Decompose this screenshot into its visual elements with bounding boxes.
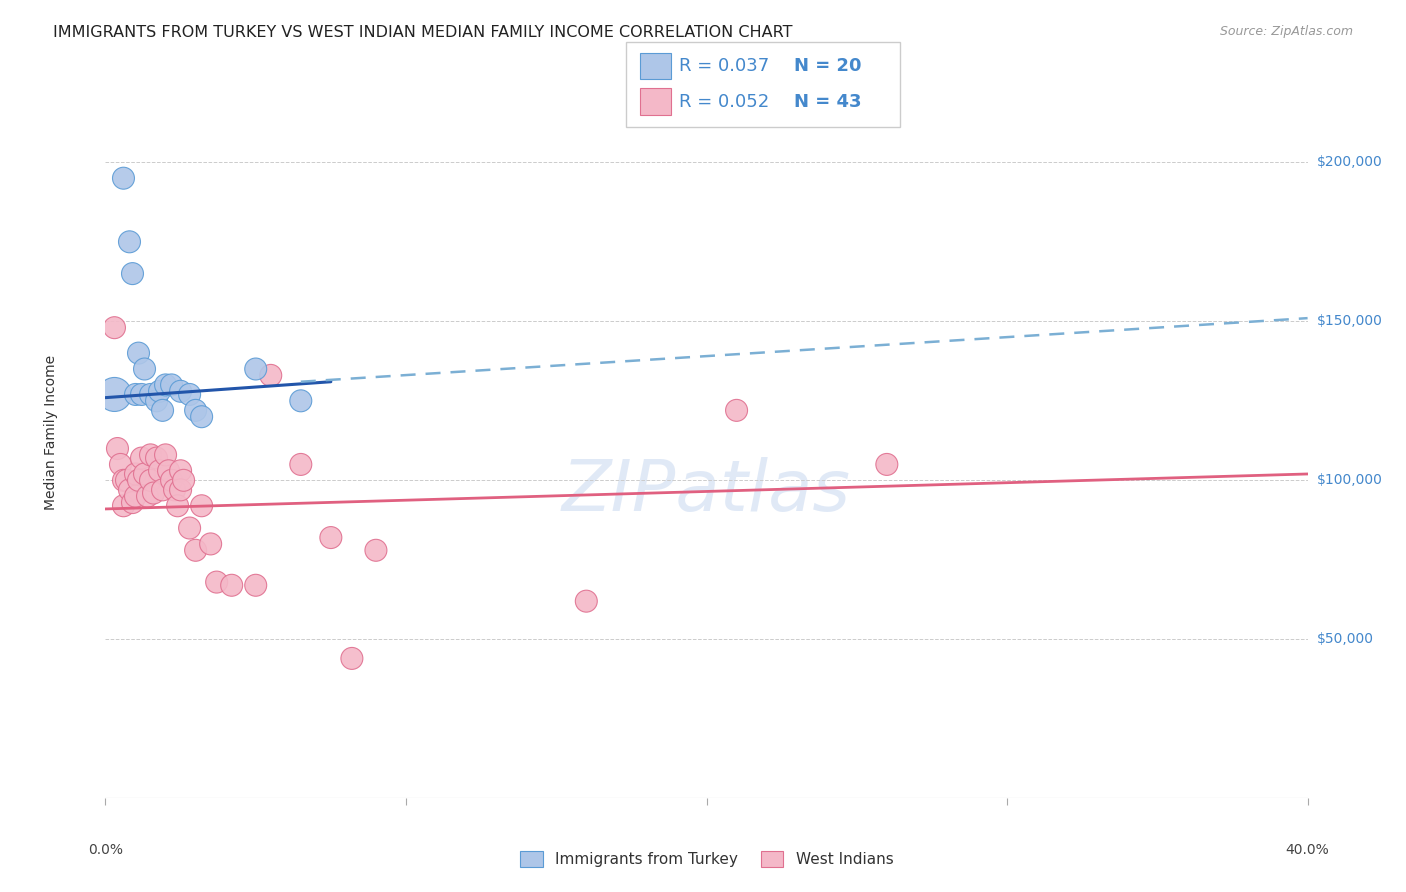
- Point: [112, 499, 135, 513]
- Point: [124, 387, 146, 401]
- Point: [163, 483, 186, 497]
- Legend: Immigrants from Turkey, West Indians: Immigrants from Turkey, West Indians: [512, 843, 901, 875]
- Text: $200,000: $200,000: [1316, 155, 1382, 169]
- Point: [128, 473, 150, 487]
- Point: [319, 531, 342, 545]
- Point: [155, 448, 177, 462]
- Point: [290, 458, 312, 472]
- Point: [145, 451, 167, 466]
- Point: [184, 543, 207, 558]
- Point: [118, 483, 141, 497]
- Point: [179, 521, 201, 535]
- Text: $150,000: $150,000: [1316, 314, 1382, 328]
- Point: [190, 499, 212, 513]
- Point: [107, 442, 129, 456]
- Point: [200, 537, 222, 551]
- Point: [131, 387, 153, 401]
- Point: [134, 362, 156, 376]
- Point: [139, 473, 162, 487]
- Text: N = 43: N = 43: [794, 93, 862, 111]
- Point: [160, 378, 183, 392]
- Point: [139, 448, 162, 462]
- Text: R = 0.052: R = 0.052: [679, 93, 769, 111]
- Text: 40.0%: 40.0%: [1285, 843, 1330, 857]
- Point: [260, 368, 283, 383]
- Point: [115, 473, 138, 487]
- Point: [725, 403, 748, 417]
- Text: Median Family Income: Median Family Income: [45, 355, 59, 510]
- Point: [169, 483, 191, 497]
- Point: [145, 393, 167, 408]
- Point: [876, 458, 898, 472]
- Point: [103, 320, 125, 334]
- Point: [112, 473, 135, 487]
- Point: [121, 495, 143, 509]
- Text: $50,000: $50,000: [1316, 632, 1374, 647]
- Point: [221, 578, 243, 592]
- Text: ZIPatlas: ZIPatlas: [562, 457, 851, 525]
- Point: [184, 403, 207, 417]
- Point: [148, 464, 170, 478]
- Point: [152, 483, 174, 497]
- Point: [148, 384, 170, 399]
- Point: [152, 403, 174, 417]
- Point: [134, 467, 156, 481]
- Text: $100,000: $100,000: [1316, 474, 1382, 487]
- Point: [205, 575, 228, 590]
- Text: Source: ZipAtlas.com: Source: ZipAtlas.com: [1219, 25, 1353, 38]
- Point: [169, 384, 191, 399]
- Point: [173, 473, 195, 487]
- Point: [166, 499, 188, 513]
- Point: [136, 489, 159, 503]
- Point: [160, 473, 183, 487]
- Text: 0.0%: 0.0%: [89, 843, 122, 857]
- Point: [155, 378, 177, 392]
- Point: [179, 387, 201, 401]
- Point: [139, 387, 162, 401]
- Point: [128, 346, 150, 360]
- Point: [169, 464, 191, 478]
- Point: [124, 467, 146, 481]
- Point: [103, 387, 125, 401]
- Point: [190, 409, 212, 424]
- Point: [118, 235, 141, 249]
- Point: [364, 543, 387, 558]
- Text: N = 20: N = 20: [794, 57, 862, 75]
- Point: [110, 458, 132, 472]
- Point: [142, 486, 165, 500]
- Point: [245, 362, 267, 376]
- Point: [290, 393, 312, 408]
- Text: R = 0.037: R = 0.037: [679, 57, 769, 75]
- Text: IMMIGRANTS FROM TURKEY VS WEST INDIAN MEDIAN FAMILY INCOME CORRELATION CHART: IMMIGRANTS FROM TURKEY VS WEST INDIAN ME…: [53, 25, 793, 40]
- Point: [157, 464, 180, 478]
- Point: [131, 451, 153, 466]
- Point: [112, 171, 135, 186]
- Point: [340, 651, 363, 665]
- Point: [575, 594, 598, 608]
- Point: [245, 578, 267, 592]
- Point: [121, 267, 143, 281]
- Point: [124, 489, 146, 503]
